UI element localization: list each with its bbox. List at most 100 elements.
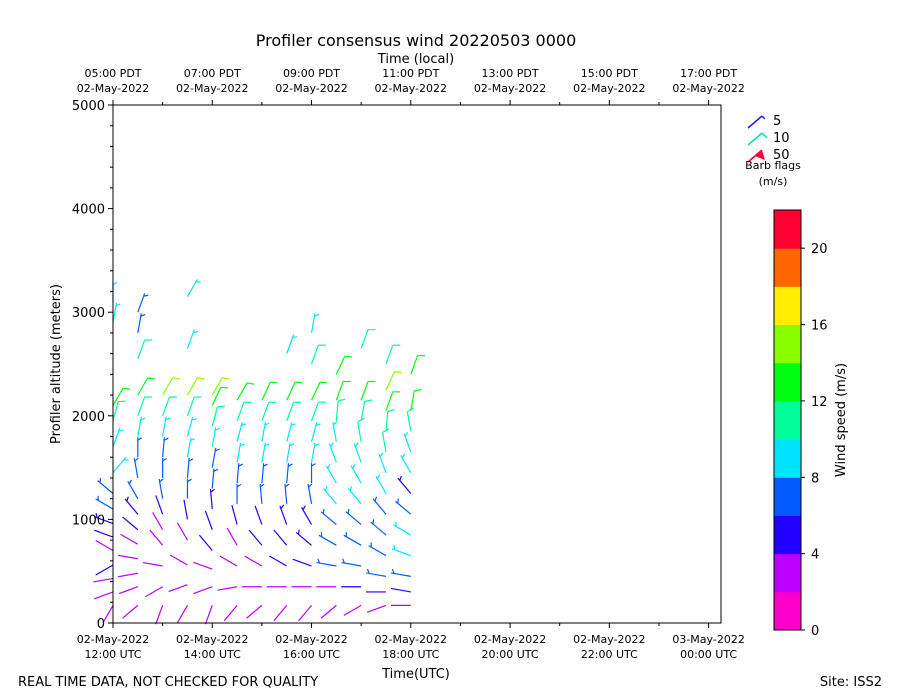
wind-barb <box>145 586 163 598</box>
barb-shaft <box>310 345 319 365</box>
barb-shaft <box>244 555 263 567</box>
barb-shaft <box>133 458 139 479</box>
x-top-tick-time: 09:00 PDT <box>283 67 340 80</box>
barb-shaft <box>236 463 240 484</box>
barb-feather <box>165 417 171 421</box>
wind-barb <box>186 279 201 297</box>
barb-feather <box>387 408 396 412</box>
wind-barb <box>122 516 139 531</box>
barb-shaft <box>325 465 337 484</box>
wind-barb <box>366 568 387 577</box>
barb-feather <box>404 431 409 437</box>
barb-shaft <box>236 382 248 401</box>
barb-shaft <box>118 586 139 595</box>
barb-shaft <box>94 529 114 538</box>
barb-feather <box>292 336 298 339</box>
wind-barb <box>137 396 153 417</box>
barb-shaft <box>137 313 142 334</box>
wind-barb <box>286 401 301 422</box>
barb-shaft <box>353 443 362 463</box>
barb-feather <box>330 442 334 447</box>
barb-feather <box>188 458 194 462</box>
barb-feather <box>308 483 313 488</box>
barb-shaft <box>372 498 387 515</box>
wind-barb <box>155 495 164 515</box>
wind-barb <box>353 442 362 463</box>
barb-shaft <box>366 604 387 613</box>
barb-feather <box>399 475 402 481</box>
barb-feather <box>327 463 331 469</box>
wind-barb <box>211 427 220 447</box>
wind-barb <box>335 380 351 401</box>
wind-barb <box>226 527 238 546</box>
y-tick-label: 0 <box>97 617 105 632</box>
barb-shaft <box>186 417 194 437</box>
barb-shaft <box>286 381 296 401</box>
barb-shaft <box>259 483 263 504</box>
barb-shaft <box>261 381 271 401</box>
wind-barb <box>176 522 188 541</box>
wind-barb <box>162 377 181 396</box>
barb-shaft <box>112 401 119 422</box>
wind-barb <box>186 396 202 417</box>
colorbar-label: Wind speed (m/s) <box>834 363 849 477</box>
wind-barb <box>273 605 288 622</box>
barb-shaft <box>158 478 164 499</box>
wind-barb <box>366 604 387 613</box>
barb-feather <box>332 421 338 426</box>
wind-barb <box>286 334 298 354</box>
barb-feather <box>337 398 346 402</box>
barb-shaft <box>155 495 164 515</box>
barb-shaft <box>127 481 139 499</box>
barb-shaft <box>183 499 189 520</box>
wind-barb <box>94 591 114 600</box>
wind-barb <box>95 564 114 576</box>
barb-shaft <box>391 548 412 557</box>
barb-shaft <box>261 442 266 463</box>
barb-shaft <box>124 498 139 515</box>
barb-shaft <box>357 421 362 442</box>
barb-feather <box>284 483 290 488</box>
wind-barb <box>360 399 373 422</box>
barb-shaft <box>332 421 337 442</box>
barb-shaft <box>341 561 362 567</box>
barb-feather <box>112 281 118 286</box>
wind-barb <box>368 542 387 557</box>
wind-barb <box>217 586 238 591</box>
barb-shaft <box>261 401 270 422</box>
barb-shaft <box>410 390 415 411</box>
barb-shaft <box>168 584 188 593</box>
barb-shaft <box>186 377 198 396</box>
wind-barb <box>102 605 114 624</box>
barb-feather <box>352 463 356 469</box>
barb-shaft <box>186 437 192 458</box>
wind-barb <box>112 457 129 474</box>
barb-shaft <box>316 561 337 567</box>
colorbar-band <box>774 439 801 478</box>
wind-barb <box>186 417 197 437</box>
barb-feather <box>238 463 244 467</box>
x-top-tick-date: 02-May-2022 <box>375 82 447 95</box>
colorbar-band <box>774 248 801 287</box>
wind-barb <box>137 293 149 313</box>
barb-feather <box>143 294 149 297</box>
barb-shaft <box>269 555 288 567</box>
barb-shaft <box>186 279 198 297</box>
barb-shaft <box>162 416 167 437</box>
wind-barb <box>350 463 362 484</box>
wind-barb <box>381 428 390 453</box>
wind-barb <box>112 281 118 302</box>
barb-feather <box>315 423 321 426</box>
wind-barb <box>118 572 138 578</box>
colorbar-tick-label: 16 <box>811 319 828 334</box>
barb-shaft <box>345 511 362 526</box>
barb-shaft <box>176 605 188 624</box>
barb-shaft <box>137 293 146 313</box>
barb-shaft <box>370 521 387 536</box>
wind-barb <box>211 386 229 406</box>
barb-feather <box>344 355 353 358</box>
barb-feather <box>193 330 199 334</box>
wind-barb <box>204 510 213 530</box>
barb-feather <box>342 558 345 564</box>
wind-barb <box>137 339 153 360</box>
